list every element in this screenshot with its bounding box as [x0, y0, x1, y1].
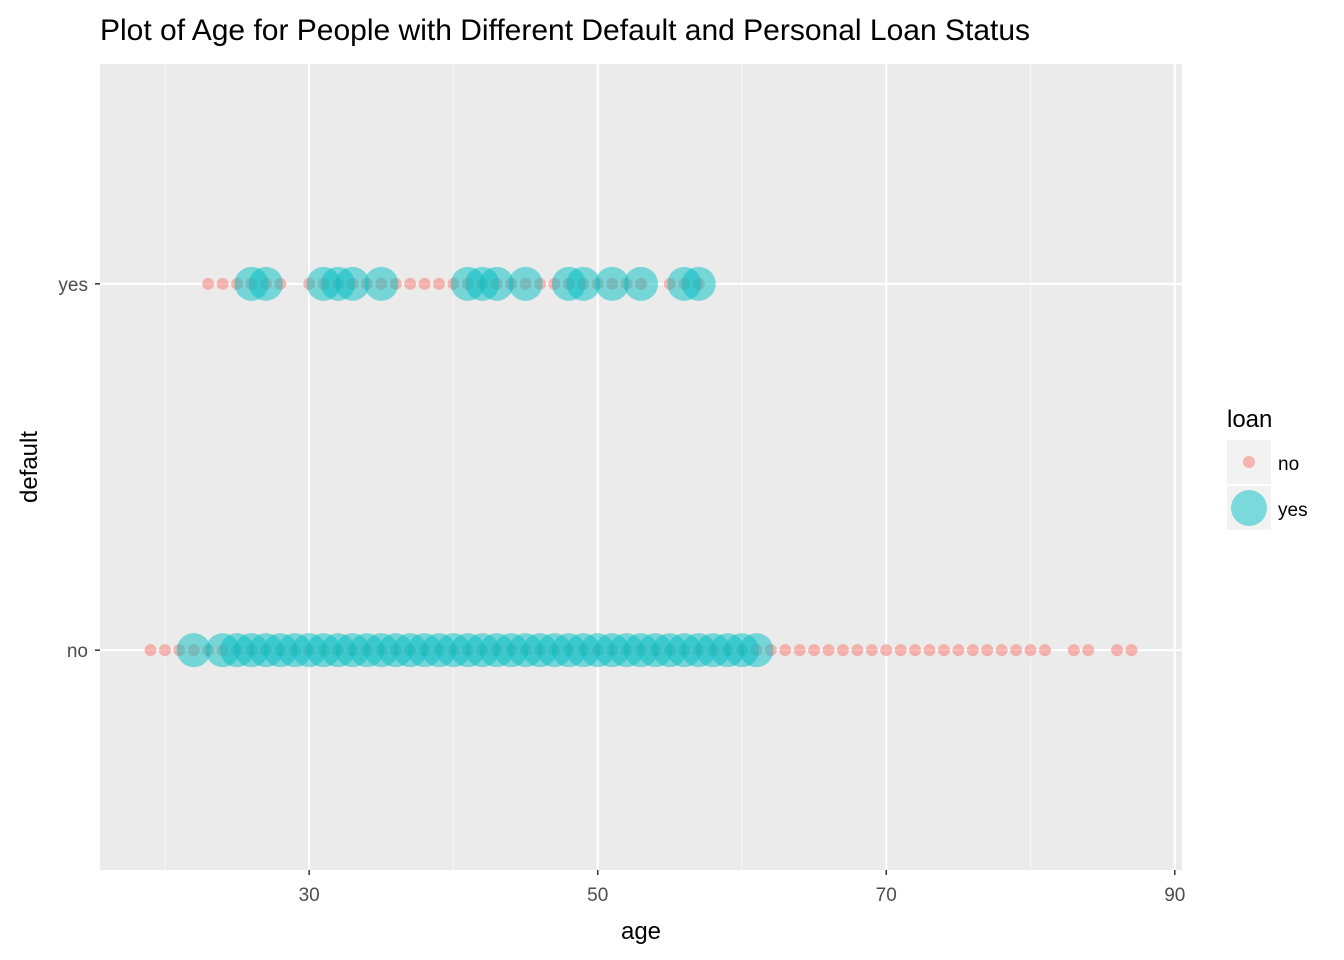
point-loan-no — [1024, 644, 1037, 657]
point-loan-no — [1111, 644, 1124, 657]
point-loan-no — [1082, 644, 1095, 657]
point-loan-no — [202, 277, 215, 290]
point-loan-yes — [595, 266, 630, 301]
point-loan-no — [1067, 644, 1080, 657]
point-loan-no — [433, 277, 446, 290]
legend-key-no — [1243, 456, 1255, 468]
point-loan-no — [793, 644, 806, 657]
x-tick-label: 90 — [1164, 885, 1185, 906]
point-loan-yes — [508, 266, 543, 301]
point-loan-no — [937, 644, 950, 657]
legend-title: loan — [1227, 406, 1272, 433]
point-loan-no — [981, 644, 994, 657]
point-loan-yes — [248, 266, 283, 301]
plot-panel — [100, 64, 1182, 870]
point-loan-no — [808, 644, 821, 657]
point-loan-no — [1038, 644, 1051, 657]
minor-gridlines — [164, 64, 1032, 870]
point-loan-no — [779, 644, 792, 657]
point-loan-no — [851, 644, 864, 657]
x-axis: 30 50 70 90 — [299, 870, 1185, 906]
chart-title: Plot of Age for People with Different De… — [100, 14, 1030, 47]
x-axis-title: age — [621, 918, 661, 945]
point-loan-no — [865, 644, 878, 657]
point-loan-no — [880, 644, 893, 657]
point-loan-no — [995, 644, 1008, 657]
legend-label-no: no — [1278, 454, 1299, 475]
point-loan-yes — [739, 633, 774, 668]
x-tick-label: 30 — [299, 885, 320, 906]
point-loan-no — [836, 644, 849, 657]
point-loan-yes — [479, 266, 514, 301]
point-loan-no — [1125, 644, 1138, 657]
y-tick-label: no — [67, 641, 88, 662]
x-tick-label: 50 — [587, 885, 608, 906]
point-loan-no — [418, 277, 431, 290]
point-loan-yes — [681, 266, 716, 301]
point-loan-no — [923, 644, 936, 657]
point-loan-yes — [624, 266, 658, 301]
point-loan-yes — [335, 266, 370, 301]
point-loan-no — [966, 644, 979, 657]
y-axis: no yes — [58, 275, 100, 662]
point-loan-no — [822, 644, 835, 657]
y-tick-label: yes — [58, 275, 88, 296]
point-loan-no — [894, 644, 907, 657]
legend: loan no yes — [1227, 406, 1308, 530]
point-loan-no — [404, 277, 417, 290]
point-loan-no — [952, 644, 965, 657]
legend-key-yes — [1231, 490, 1267, 526]
x-tick-label: 70 — [876, 885, 897, 906]
point-loan-yes — [176, 633, 211, 668]
point-loan-no — [1010, 644, 1023, 657]
y-axis-title: default — [16, 431, 43, 503]
data-points — [144, 266, 1138, 668]
point-loan-no — [158, 644, 171, 657]
point-loan-yes — [566, 266, 601, 301]
point-loan-yes — [364, 266, 399, 301]
point-loan-no — [909, 644, 922, 657]
point-loan-no — [144, 644, 157, 657]
legend-label-yes: yes — [1278, 500, 1308, 521]
point-loan-no — [216, 277, 229, 290]
